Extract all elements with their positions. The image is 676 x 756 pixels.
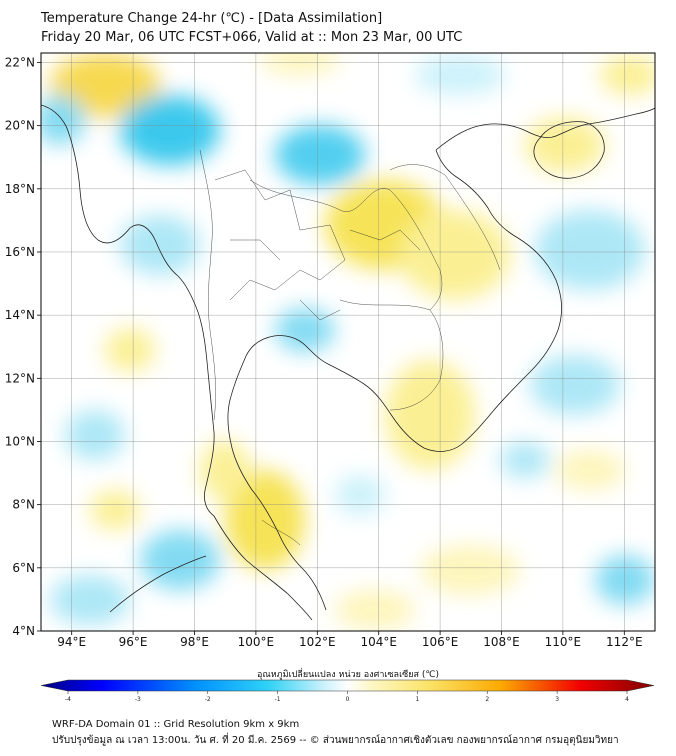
lat-tick-label: 10°N — [5, 434, 35, 448]
lat-tick-label: 18°N — [5, 182, 35, 196]
lon-tick-label: 112°E — [606, 635, 643, 649]
colorbar-tick-label: 3 — [555, 696, 559, 703]
coastline-hainan — [533, 121, 605, 179]
warm-area — [90, 490, 140, 530]
border-thailand-malaysia — [261, 519, 301, 546]
warm-area — [420, 545, 520, 595]
cold-area — [120, 95, 220, 165]
warm-area — [385, 360, 475, 470]
warm-area — [335, 590, 415, 630]
colorbar-tick-label: -2 — [205, 696, 211, 703]
lon-tick-label: 110°E — [545, 635, 582, 649]
lon-tick-label: 94°E — [57, 635, 86, 649]
colorbar-tick-label: -4 — [65, 696, 71, 703]
map-frame — [40, 52, 656, 632]
warm-area — [525, 117, 605, 173]
map-plot-area — [40, 52, 656, 632]
warm-area — [260, 53, 340, 75]
cold-area — [415, 55, 505, 95]
lat-tick-label: 12°N — [5, 371, 35, 385]
longitude-labels: 94°E 96°E 98°E 100°E 102°E 104°E 106°E 108°E 110… — [57, 631, 643, 649]
lon-tick-label: 108°E — [483, 635, 520, 649]
latitude-labels: 22°N 20°N 18°N 16°N 14°N 12°N 10°N 8°N 6°N 4°N — [5, 55, 41, 638]
coastline-sumatra — [109, 555, 207, 613]
chart-title: Temperature Change 24-hr (℃) - [Data Ass… — [41, 11, 383, 26]
cold-area — [50, 575, 130, 625]
cold-area — [530, 355, 620, 415]
border-vietnam-laos — [389, 164, 501, 271]
country-borders — [199, 149, 501, 546]
coastline-north-vietnam — [435, 107, 655, 151]
cold-area — [140, 530, 220, 590]
lat-tick-label: 20°N — [5, 119, 35, 133]
colorbar-tick-label: 0 — [346, 696, 350, 703]
lon-tick-label: 100°E — [238, 635, 275, 649]
colorbar-tick-label: 4 — [625, 696, 629, 703]
lat-tick-label: 22°N — [5, 55, 35, 69]
cold-area — [65, 410, 125, 460]
footer-model-info: WRF-DA Domain 01 :: Grid Resolution 9km … — [52, 719, 300, 730]
coastline-peninsula-west — [213, 515, 313, 621]
cold-area — [120, 215, 200, 275]
coastline-gulf-east — [327, 149, 562, 452]
cold-area — [535, 210, 645, 290]
lon-tick-label: 102°E — [299, 635, 336, 649]
lat-tick-label: 6°N — [12, 561, 35, 575]
colorbar-tick-label: 2 — [485, 696, 489, 703]
coastlines — [41, 104, 655, 621]
warm-area — [600, 55, 655, 95]
temperature-change-field — [41, 53, 655, 630]
warm-area — [400, 210, 510, 300]
lon-tick-label: 106°E — [422, 635, 459, 649]
lon-tick-label: 98°E — [180, 635, 209, 649]
colorbar-tick-label: -3 — [135, 696, 141, 703]
lon-tick-label: 104°E — [360, 635, 397, 649]
lat-tick-label: 16°N — [5, 245, 35, 259]
cold-area — [335, 475, 385, 515]
coastline-mainland-west — [41, 104, 215, 517]
cold-area — [275, 308, 335, 352]
lat-tick-label: 4°N — [12, 624, 35, 638]
border-cambodia — [339, 299, 444, 411]
lat-tick-label: 14°N — [5, 308, 35, 322]
colorbar: อุณหภูมิเปลี่ยนแปลง หน่วย องศาเซลเซียส (… — [40, 667, 655, 703]
colorbar-tick-label: -1 — [275, 696, 281, 703]
footer-credit: ปรับปรุงข้อมูล ณ เวลา 13:00น. วัน ศ. ที่… — [52, 735, 619, 746]
lon-tick-label: 96°E — [119, 635, 148, 649]
warm-area — [105, 328, 155, 372]
coastline-peninsula-east — [227, 335, 329, 611]
colorbar-bar — [40, 679, 655, 692]
lat-tick-label: 8°N — [12, 498, 35, 512]
chart-subtitle: Friday 20 Mar, 06 UTC FCST+066, Valid at… — [41, 30, 463, 45]
colorbar-tick-label: 1 — [415, 696, 419, 703]
cold-area — [500, 442, 550, 478]
provincial-lines — [214, 169, 421, 321]
graticule — [41, 53, 655, 632]
cold-area — [275, 125, 365, 185]
colorbar-ticks: -4 -3 -2 -1 0 1 2 3 4 — [65, 691, 629, 703]
colorbar-title: อุณหภูมิเปลี่ยนแปลง หน่วย องศาเซลเซียส (… — [257, 667, 439, 680]
cold-area — [41, 95, 85, 145]
warm-area — [555, 450, 625, 490]
cold-area — [595, 555, 655, 605]
warm-area — [50, 53, 160, 117]
warm-area — [225, 470, 305, 570]
border-myanmar-thailand — [199, 149, 216, 421]
warm-area — [200, 440, 250, 500]
